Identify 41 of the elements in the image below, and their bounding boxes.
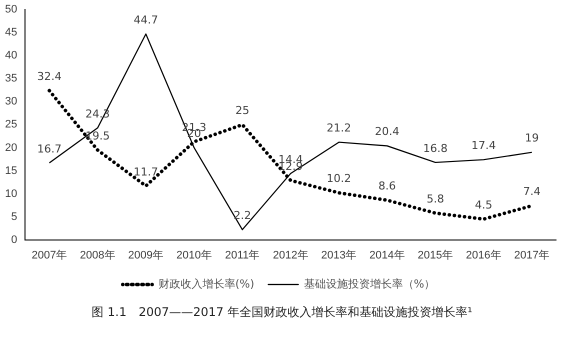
x-tick-label: 2009年 bbox=[128, 249, 164, 262]
data-label: 17.4 bbox=[471, 139, 496, 152]
data-label: 5.8 bbox=[426, 192, 444, 206]
x-tick-label: 2015年 bbox=[418, 249, 454, 262]
x-tick-label: 2014年 bbox=[369, 249, 405, 262]
data-label: 8.6 bbox=[378, 180, 396, 193]
y-tick-label: 45 bbox=[4, 26, 18, 39]
y-tick-label: 25 bbox=[4, 118, 18, 131]
y-tick-label: 35 bbox=[4, 72, 18, 85]
x-tick-label: 2017年 bbox=[514, 249, 550, 262]
y-tick-label: 10 bbox=[4, 188, 18, 200]
data-label: 16.8 bbox=[423, 142, 448, 155]
data-label: 11.7 bbox=[134, 165, 158, 178]
legend-label: 基础设施投资增长率（%） bbox=[304, 277, 436, 290]
y-tick-label: 20 bbox=[4, 142, 18, 154]
y-tick-label: 0 bbox=[11, 234, 18, 246]
data-label: 10.2 bbox=[326, 172, 352, 186]
data-label: 19 bbox=[524, 132, 539, 145]
legend-label: 财政收入增长率(%) bbox=[158, 277, 254, 290]
data-label: 2.2 bbox=[234, 209, 252, 222]
caption: 图 1.1 2007——2017 年全国财政收入增长率和基础设施投资增长率¹ bbox=[90, 304, 474, 321]
x-tick-label: 2012年 bbox=[272, 249, 308, 262]
y-tick-label: 30 bbox=[4, 96, 18, 108]
y-tick-label: 15 bbox=[4, 164, 18, 177]
y-tick-label: 40 bbox=[4, 50, 18, 62]
data-label: 16.7 bbox=[37, 142, 62, 156]
x-tick-label: 2007年 bbox=[32, 249, 68, 262]
x-tick-label: 2008年 bbox=[80, 249, 116, 262]
y-tick-label: 50 bbox=[4, 4, 18, 16]
data-label: 25 bbox=[235, 104, 250, 118]
y-tick-label: 5 bbox=[11, 210, 18, 223]
data-label: 20.4 bbox=[374, 125, 400, 138]
data-label: 44.7 bbox=[134, 13, 158, 26]
x-tick-label: 2011年 bbox=[225, 249, 260, 262]
data-label: 21.2 bbox=[326, 122, 352, 135]
x-tick-label: 2013年 bbox=[321, 249, 357, 262]
data-label: 32.4 bbox=[37, 70, 62, 83]
x-tick-label: 2010年 bbox=[176, 249, 212, 262]
data-label: 4.5 bbox=[474, 198, 492, 212]
x-tick-label: 2016年 bbox=[466, 249, 502, 262]
data-label: 7.4 bbox=[523, 185, 541, 198]
